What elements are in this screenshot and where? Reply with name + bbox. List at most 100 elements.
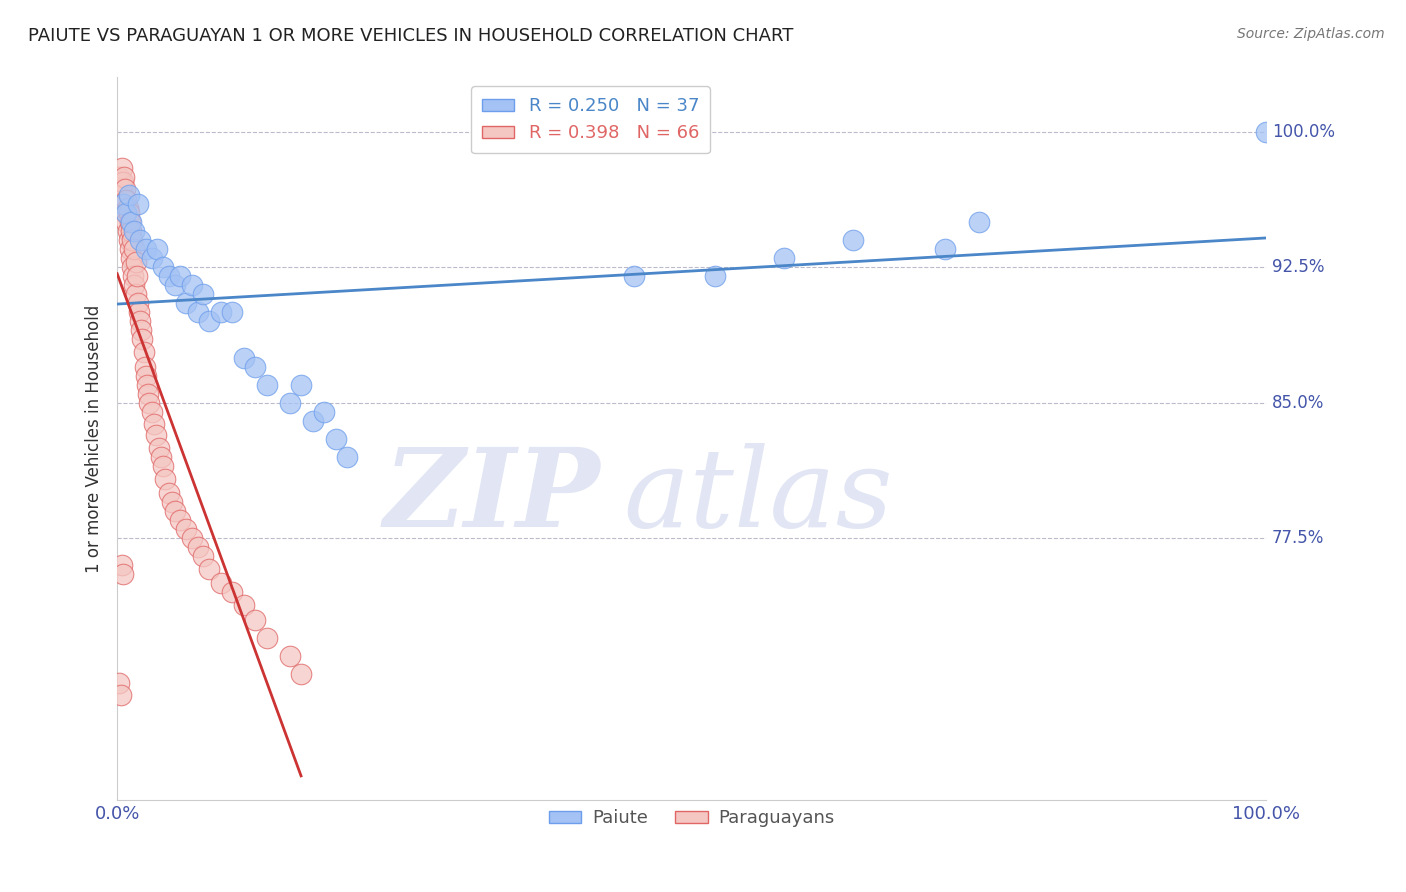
Point bbox=[169, 513, 191, 527]
Point bbox=[148, 441, 170, 455]
Point bbox=[198, 562, 221, 576]
Point bbox=[174, 522, 197, 536]
Point bbox=[221, 305, 243, 319]
Point bbox=[243, 359, 266, 374]
Text: 77.5%: 77.5% bbox=[1272, 529, 1324, 547]
Point bbox=[128, 305, 150, 319]
Point bbox=[145, 428, 167, 442]
Point bbox=[111, 161, 134, 175]
Y-axis label: 1 or more Vehicles in Household: 1 or more Vehicles in Household bbox=[86, 305, 103, 573]
Point bbox=[180, 531, 202, 545]
Point bbox=[117, 224, 139, 238]
Point bbox=[111, 175, 134, 189]
Point bbox=[124, 242, 146, 256]
Point bbox=[132, 345, 155, 359]
Point bbox=[193, 549, 215, 564]
Point bbox=[131, 323, 153, 337]
Point bbox=[169, 269, 191, 284]
Point bbox=[124, 224, 146, 238]
Point bbox=[118, 206, 141, 220]
Point bbox=[325, 432, 347, 446]
Point bbox=[934, 242, 956, 256]
Point bbox=[127, 296, 149, 310]
Point bbox=[209, 305, 232, 319]
Point bbox=[129, 233, 152, 247]
Point bbox=[111, 182, 134, 196]
Point bbox=[121, 233, 143, 247]
Point bbox=[117, 201, 139, 215]
Point bbox=[118, 233, 141, 247]
Point bbox=[134, 359, 156, 374]
Point bbox=[129, 314, 152, 328]
Point bbox=[163, 504, 186, 518]
Point bbox=[772, 251, 794, 265]
Point bbox=[243, 613, 266, 627]
Point bbox=[120, 224, 142, 238]
Point bbox=[290, 666, 312, 681]
Point bbox=[149, 450, 172, 464]
Text: Source: ZipAtlas.com: Source: ZipAtlas.com bbox=[1237, 27, 1385, 41]
Point bbox=[118, 242, 141, 256]
Point bbox=[232, 351, 254, 365]
Point bbox=[157, 269, 180, 284]
Point bbox=[120, 215, 142, 229]
Point bbox=[141, 405, 163, 419]
Point bbox=[278, 395, 301, 409]
Point bbox=[124, 287, 146, 301]
Point bbox=[174, 296, 197, 310]
Point bbox=[256, 377, 278, 392]
Point bbox=[124, 254, 146, 268]
Text: PAIUTE VS PARAGUAYAN 1 OR MORE VEHICLES IN HOUSEHOLD CORRELATION CHART: PAIUTE VS PARAGUAYAN 1 OR MORE VEHICLES … bbox=[28, 27, 793, 45]
Point bbox=[703, 269, 725, 284]
Point bbox=[138, 395, 160, 409]
Point bbox=[180, 278, 202, 293]
Point bbox=[198, 314, 221, 328]
Point bbox=[135, 368, 157, 383]
Point bbox=[232, 598, 254, 612]
Point bbox=[143, 417, 166, 432]
Point bbox=[127, 197, 149, 211]
Point bbox=[111, 197, 134, 211]
Text: 100.0%: 100.0% bbox=[1272, 122, 1336, 141]
Point bbox=[187, 541, 209, 555]
Point bbox=[301, 414, 323, 428]
Point bbox=[1256, 125, 1278, 139]
Point bbox=[193, 287, 215, 301]
Text: 85.0%: 85.0% bbox=[1272, 393, 1324, 412]
Point bbox=[157, 486, 180, 500]
Point bbox=[152, 458, 174, 473]
Point bbox=[136, 377, 159, 392]
Point bbox=[162, 495, 184, 509]
Point bbox=[108, 169, 131, 184]
Point bbox=[336, 450, 359, 464]
Point bbox=[115, 194, 138, 208]
Point bbox=[112, 197, 135, 211]
Point bbox=[152, 260, 174, 275]
Point bbox=[111, 558, 134, 573]
Point bbox=[141, 251, 163, 265]
Point bbox=[124, 278, 146, 293]
Point bbox=[312, 405, 335, 419]
Point bbox=[118, 187, 141, 202]
Text: atlas: atlas bbox=[623, 443, 893, 550]
Point bbox=[256, 631, 278, 645]
Point bbox=[187, 305, 209, 319]
Point bbox=[111, 567, 134, 582]
Point bbox=[120, 251, 142, 265]
Point bbox=[155, 472, 177, 486]
Point bbox=[841, 233, 863, 247]
Point bbox=[114, 182, 136, 196]
Text: ZIP: ZIP bbox=[384, 443, 600, 550]
Point bbox=[209, 576, 232, 591]
Point bbox=[221, 585, 243, 599]
Point bbox=[967, 215, 990, 229]
Point bbox=[111, 187, 134, 202]
Point bbox=[118, 215, 141, 229]
Point bbox=[290, 377, 312, 392]
Text: 92.5%: 92.5% bbox=[1272, 258, 1324, 277]
Point bbox=[110, 175, 132, 189]
Point bbox=[108, 675, 131, 690]
Point bbox=[122, 269, 145, 284]
Point bbox=[114, 206, 136, 220]
Point bbox=[121, 260, 143, 275]
